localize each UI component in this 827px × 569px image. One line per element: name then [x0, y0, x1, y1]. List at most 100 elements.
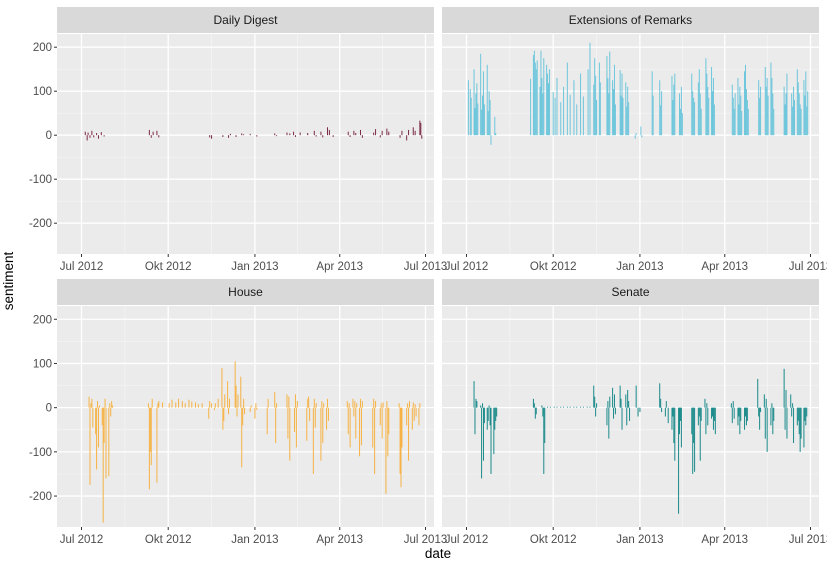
- sentiment-bar: [148, 129, 150, 136]
- sentiment-bar: [475, 93, 477, 136]
- sentiment-bar: [533, 403, 535, 408]
- sentiment-bar: [349, 135, 351, 137]
- sentiment-bar: [758, 80, 760, 136]
- y-tick-label: -100: [29, 447, 52, 459]
- facet-strip: [442, 279, 819, 305]
- sentiment-bar: [706, 403, 708, 408]
- sentiment-bar: [674, 407, 676, 461]
- sentiment-bar: [414, 130, 416, 136]
- x-tick-label: Apr 2013: [701, 261, 748, 273]
- sentiment-bar: [746, 100, 748, 136]
- sentiment-bar: [759, 407, 761, 430]
- sentiment-bar: [599, 82, 601, 136]
- sentiment-bar: [620, 398, 622, 408]
- sentiment-bar: [661, 91, 663, 136]
- sentiment-bar: [740, 95, 742, 136]
- sentiment-bar: [96, 133, 98, 136]
- sentiment-bar: [488, 91, 490, 136]
- sentiment-bar: [158, 401, 160, 408]
- sentiment-bar: [386, 128, 388, 136]
- sentiment-bar: [168, 403, 170, 408]
- sentiment-bar: [495, 133, 497, 136]
- sentiment-bar: [487, 111, 489, 136]
- sentiment-bar: [102, 407, 104, 523]
- sentiment-bar: [373, 398, 375, 408]
- sentiment-bar: [741, 111, 743, 136]
- sentiment-bar: [598, 62, 600, 136]
- sentiment-bar: [104, 398, 106, 408]
- sentiment-bar: [482, 407, 484, 461]
- sentiment-bar: [299, 132, 301, 136]
- sentiment-bar: [705, 58, 707, 136]
- sentiment-bar: [326, 127, 328, 136]
- sentiment-bar: [385, 407, 387, 494]
- sentiment-bar: [805, 407, 807, 426]
- y-tick-label: 100: [33, 358, 52, 370]
- sentiment-bar: [661, 407, 663, 413]
- sentiment-bar: [589, 42, 591, 136]
- sentiment-bar: [486, 64, 488, 136]
- sentiment-bar: [353, 407, 355, 417]
- x-tick-label: Okt 2012: [145, 534, 192, 546]
- sentiment-bar: [637, 407, 639, 417]
- y-tick-label: 100: [33, 86, 52, 98]
- sentiment-bar: [109, 403, 111, 408]
- sentiment-bar: [101, 407, 103, 426]
- sentiment-bar: [619, 385, 621, 408]
- sentiment-bar: [738, 104, 740, 136]
- facet-strip: [442, 7, 819, 33]
- sentiment-bar: [481, 109, 483, 136]
- sentiment-bar: [229, 133, 231, 136]
- sentiment-bar: [103, 407, 105, 444]
- sentiment-bar: [361, 401, 363, 408]
- sentiment-bar: [476, 401, 478, 408]
- sentiment-bar: [221, 367, 223, 408]
- sentiment-bar: [771, 78, 773, 136]
- sentiment-bar: [407, 403, 409, 408]
- sentiment-bar: [783, 368, 785, 408]
- sentiment-bar: [560, 102, 562, 136]
- sentiment-bar: [691, 73, 693, 136]
- sentiment-bar: [791, 407, 793, 417]
- sentiment-bar: [595, 407, 597, 417]
- sentiment-bar: [587, 69, 589, 136]
- sentiment-bar: [763, 394, 765, 408]
- x-axis-title: date: [425, 546, 451, 561]
- sentiment-bar: [576, 406, 578, 408]
- panel-background: [57, 34, 434, 254]
- sentiment-bar: [197, 404, 199, 408]
- facet-strip-label: House: [228, 285, 263, 299]
- sentiment-bar: [470, 97, 472, 136]
- y-tick-label: 200: [33, 42, 52, 54]
- sentiment-bar: [548, 83, 550, 136]
- sentiment-bar: [798, 407, 800, 435]
- sentiment-bar: [224, 394, 226, 408]
- sentiment-bar: [287, 407, 289, 439]
- sentiment-bar: [483, 104, 485, 136]
- sentiment-bar: [700, 407, 702, 421]
- sentiment-bar: [408, 401, 410, 408]
- sentiment-bar: [152, 131, 154, 136]
- panel-senate: Senate Jul 2012 Okt 2012 Jan 2013 Apr 2013 Ju…: [442, 279, 827, 546]
- sentiment-bar: [760, 86, 762, 136]
- sentiment-bar: [243, 134, 245, 136]
- sentiment-bar: [213, 407, 215, 410]
- sentiment-bar: [386, 401, 388, 408]
- panel-extensions-of-remarks: Extensions of Remarks Jul 2012 Okt 2012 Jan…: [442, 7, 827, 273]
- sentiment-bar: [659, 80, 661, 136]
- sentiment-bar: [542, 407, 544, 417]
- sentiment-bar: [327, 407, 329, 421]
- sentiment-bar: [640, 126, 642, 136]
- sentiment-bar: [110, 407, 112, 417]
- x-tick-label: Okt 2012: [530, 261, 577, 273]
- sentiment-bar: [535, 69, 537, 136]
- x-tick-label: Apr 2013: [316, 261, 363, 273]
- sentiment-bar: [737, 407, 739, 426]
- sentiment-bar: [694, 102, 696, 136]
- sentiment-bar: [711, 67, 713, 136]
- sentiment-bar: [236, 407, 238, 417]
- sentiment-bar: [89, 135, 91, 138]
- x-tick-label: Jul 2013: [789, 534, 827, 546]
- sentiment-bar: [242, 407, 244, 426]
- sentiment-bar: [694, 407, 696, 472]
